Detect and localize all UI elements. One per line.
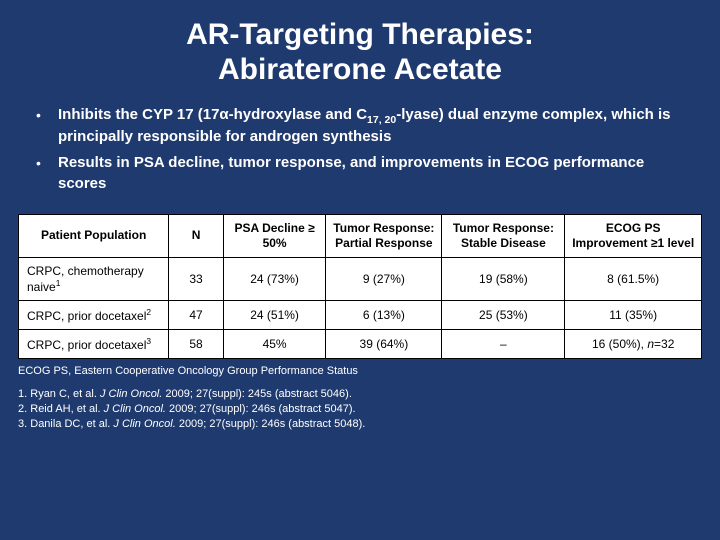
reference-item: 1. Ryan C, et al. J Clin Oncol. 2009; 27… bbox=[18, 387, 702, 402]
ref-rest: 2009; 27(suppl): 246s (abstract 5048). bbox=[176, 418, 366, 430]
table-cell: 39 (64%) bbox=[326, 329, 442, 358]
ref-journal: J Clin Oncol. bbox=[100, 388, 162, 400]
data-table: Patient Population N PSA Decline ≥ 50% T… bbox=[18, 214, 702, 359]
ref-rest: 2009; 27(suppl): 245s (abstract 5046). bbox=[162, 388, 352, 400]
table-cell: 8 (61.5%) bbox=[565, 257, 702, 300]
title-line-1: AR-Targeting Therapies: bbox=[186, 18, 534, 51]
row-label-sup: 3 bbox=[146, 336, 151, 346]
ref-auth: Ryan C, et al. bbox=[30, 388, 100, 400]
table-header: Tumor Response: Stable Disease bbox=[442, 214, 565, 257]
ref-journal: J Clin Oncol. bbox=[113, 418, 175, 430]
ref-journal: J Clin Oncol. bbox=[104, 403, 166, 415]
table-cell: 24 (73%) bbox=[223, 257, 325, 300]
row-label-sup: 2 bbox=[146, 307, 151, 317]
ref-auth: Danila DC, et al. bbox=[30, 418, 113, 430]
table-header: Tumor Response: Partial Response bbox=[326, 214, 442, 257]
bullet-item: • Results in PSA decline, tumor response… bbox=[36, 153, 680, 194]
table-cell: 33 bbox=[169, 257, 224, 300]
bullet-marker: • bbox=[36, 105, 58, 147]
table-cell: 9 (27%) bbox=[326, 257, 442, 300]
ref-auth: Reid AH, et al. bbox=[30, 403, 103, 415]
bullet-text: Inhibits the CYP 17 (17α-hydroxylase and… bbox=[58, 105, 680, 147]
ref-num: 2. bbox=[18, 403, 27, 415]
table-body: CRPC, chemotherapy naive1 33 24 (73%) 9 … bbox=[19, 257, 702, 358]
table-cell: 45% bbox=[223, 329, 325, 358]
bullet-marker: • bbox=[36, 153, 58, 194]
bullet-text-pre: Inhibits the CYP 17 (17α-hydroxylase and… bbox=[58, 106, 367, 123]
table-cell: 24 (51%) bbox=[223, 300, 325, 329]
row-label-sup: 1 bbox=[56, 278, 61, 288]
table-cell: 16 (50%), n=32 bbox=[565, 329, 702, 358]
title-line-2: Abiraterone Acetate bbox=[218, 53, 502, 86]
row-label: CRPC, chemotherapy naive1 bbox=[19, 257, 169, 300]
table-header: N bbox=[169, 214, 224, 257]
slide: AR-Targeting Therapies: Abiraterone Acet… bbox=[0, 0, 720, 540]
table-row: CRPC, prior docetaxel3 58 45% 39 (64%) –… bbox=[19, 329, 702, 358]
table-cell: 47 bbox=[169, 300, 224, 329]
table-header: ECOG PS Improvement ≥1 level bbox=[565, 214, 702, 257]
table-cell: – bbox=[442, 329, 565, 358]
bullet-subscript: 17, 20 bbox=[367, 114, 396, 126]
table-container: Patient Population N PSA Decline ≥ 50% T… bbox=[0, 214, 720, 359]
reference-item: 3. Danila DC, et al. J Clin Oncol. 2009;… bbox=[18, 417, 702, 432]
table-cell: 25 (53%) bbox=[442, 300, 565, 329]
table-cell: 6 (13%) bbox=[326, 300, 442, 329]
reference-item: 2. Reid AH, et al. J Clin Oncol. 2009; 2… bbox=[18, 402, 702, 417]
ref-rest: 2009; 27(suppl): 246s (abstract 5047). bbox=[166, 403, 356, 415]
row-label-text: CRPC, chemotherapy naive bbox=[27, 264, 144, 294]
references: 1. Ryan C, et al. J Clin Oncol. 2009; 27… bbox=[0, 377, 720, 432]
table-cell: 19 (58%) bbox=[442, 257, 565, 300]
row-label-text: CRPC, prior docetaxel bbox=[27, 338, 146, 352]
ref-num: 3. bbox=[18, 418, 27, 430]
slide-title: AR-Targeting Therapies: Abiraterone Acet… bbox=[0, 18, 720, 87]
table-header: Patient Population bbox=[19, 214, 169, 257]
bullet-item: • Inhibits the CYP 17 (17α-hydroxylase a… bbox=[36, 105, 680, 147]
ref-num: 1. bbox=[18, 388, 27, 400]
bullet-list: • Inhibits the CYP 17 (17α-hydroxylase a… bbox=[0, 105, 720, 194]
row-label: CRPC, prior docetaxel2 bbox=[19, 300, 169, 329]
row-label-text: CRPC, prior docetaxel bbox=[27, 309, 146, 323]
table-header: PSA Decline ≥ 50% bbox=[223, 214, 325, 257]
table-row: CRPC, prior docetaxel2 47 24 (51%) 6 (13… bbox=[19, 300, 702, 329]
table-footnote: ECOG PS, Eastern Cooperative Oncology Gr… bbox=[0, 359, 720, 377]
table-cell: 11 (35%) bbox=[565, 300, 702, 329]
bullet-text: Results in PSA decline, tumor response, … bbox=[58, 153, 680, 194]
table-row: CRPC, chemotherapy naive1 33 24 (73%) 9 … bbox=[19, 257, 702, 300]
table-header-row: Patient Population N PSA Decline ≥ 50% T… bbox=[19, 214, 702, 257]
bullet-text-pre: Results in PSA decline, tumor response, … bbox=[58, 154, 644, 191]
row-label: CRPC, prior docetaxel3 bbox=[19, 329, 169, 358]
table-cell: 58 bbox=[169, 329, 224, 358]
